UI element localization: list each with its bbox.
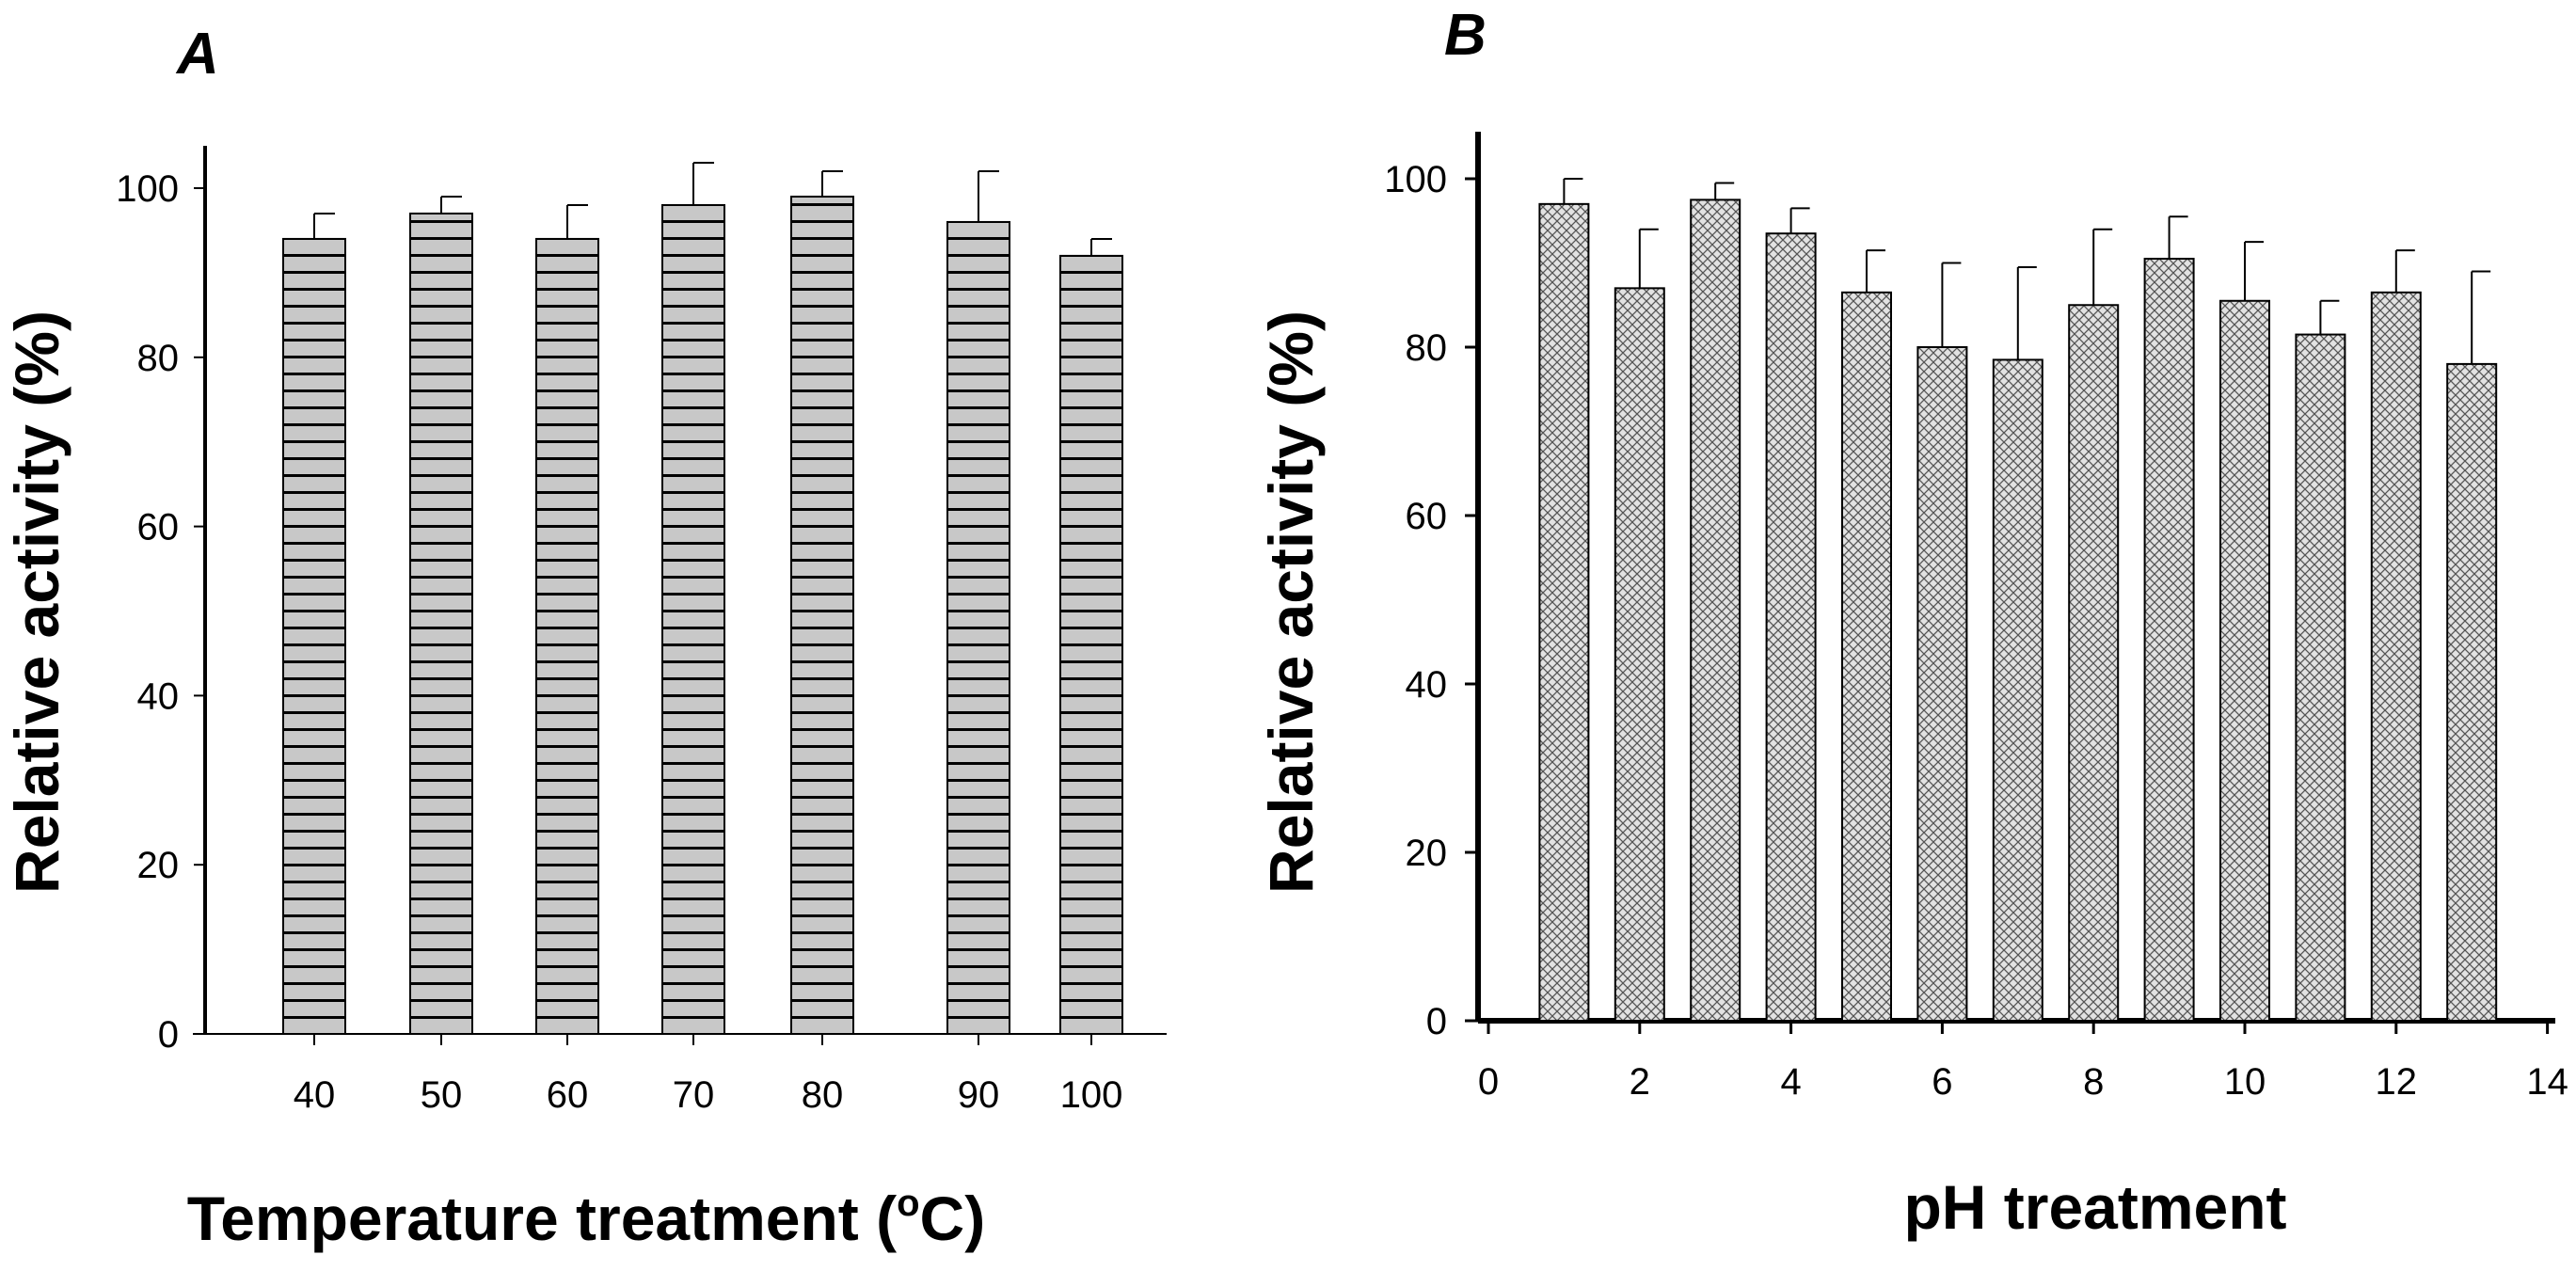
panel-a-bar [661, 203, 725, 1036]
panel-b: B Relative activity (%) pH treatment 020… [1256, 3, 2568, 1242]
panel-a-bar [282, 237, 346, 1035]
panel-a-y-tick-label: 80 [137, 338, 180, 379]
panel-a-y-axis-title: Relative activity (%) [2, 310, 72, 894]
panel-b-label: B [1444, 3, 1487, 68]
panel-b-bar [2295, 333, 2346, 1022]
panel-a-x-tick-label: 80 [802, 1074, 844, 1116]
panel-a-x-tick-label: 100 [1060, 1074, 1123, 1116]
panel-a-label: A [175, 22, 219, 87]
panel-b-bar [1916, 346, 1968, 1022]
panel-a-x-axis-title-tail: C) [920, 1184, 986, 1253]
panel-b-x-tick-label: 6 [1932, 1061, 1952, 1103]
panel-b-y-tick-label: 80 [1406, 327, 1448, 369]
panel-b-bar [2068, 304, 2120, 1022]
panel-a-bar [1059, 254, 1123, 1036]
panel-b-bar [2219, 299, 2270, 1022]
panel-a-bar [790, 195, 854, 1036]
panel-a-bar [535, 237, 599, 1035]
panel-a-x-tick-label: 90 [958, 1074, 1000, 1116]
panel-a-y-tick-label: 100 [116, 168, 179, 210]
panel-b-bar [2143, 258, 2195, 1022]
panel-a-x-axis-title-text: Temperature treatment ( [187, 1184, 897, 1253]
panel-a-x-tick-label: 70 [673, 1074, 715, 1116]
panel-b-x-tick-label: 14 [2526, 1061, 2568, 1103]
panel-b-bar [1992, 358, 2043, 1022]
panel-b-bar [1690, 199, 1741, 1022]
panel-b-x-tick-label: 8 [2083, 1061, 2104, 1103]
panel-a-y-tick-label: 40 [137, 675, 180, 717]
panel-a-x-tick-label: 60 [547, 1074, 589, 1116]
panel-b-x-tick-label: 4 [1780, 1061, 1801, 1103]
panel-a-x-tick-label: 40 [294, 1074, 336, 1116]
panel-b-x-tick-label: 12 [2376, 1061, 2418, 1103]
panel-a-y-tick-label: 20 [137, 845, 180, 886]
panel-b-y-axis-title: Relative activity (%) [1256, 310, 1326, 894]
panel-b-x-tick-label: 10 [2224, 1061, 2266, 1103]
panel-b-bar [1538, 202, 1590, 1023]
panel-b-bar [1765, 232, 1817, 1023]
panel-b-y-tick-label: 20 [1406, 833, 1448, 874]
panel-a-y-tick-label: 60 [137, 507, 180, 548]
panel-a-bar [946, 220, 1010, 1035]
panel-b-y-tick-label: 60 [1406, 496, 1448, 537]
panel-b-x-axis-title: pH treatment [1903, 1172, 2286, 1242]
panel-a-y-tick-label: 0 [158, 1014, 179, 1056]
panel-b-x-tick-label: 0 [1478, 1061, 1499, 1103]
panel-b-bar [1614, 287, 1665, 1023]
panel-b-bar [2370, 291, 2422, 1022]
panel-a-x-axis-title-sup: o [897, 1183, 919, 1224]
panel-b-y-tick-label: 100 [1384, 159, 1447, 200]
panel-b-bar [1841, 291, 1892, 1022]
panel-a-bar [409, 212, 473, 1036]
panel-b-bar [2446, 362, 2498, 1022]
panel-b-y-tick-label: 0 [1426, 1001, 1447, 1042]
panel-a-x-axis-title: Temperature treatment (oC) [187, 1183, 985, 1253]
panel-b-y-tick-label: 40 [1406, 664, 1448, 706]
panel-a-x-tick-label: 50 [421, 1074, 463, 1116]
panel-b-x-tick-label: 2 [1630, 1061, 1650, 1103]
panel-a: A Relative activity (%) Temperature trea… [2, 22, 1167, 1253]
